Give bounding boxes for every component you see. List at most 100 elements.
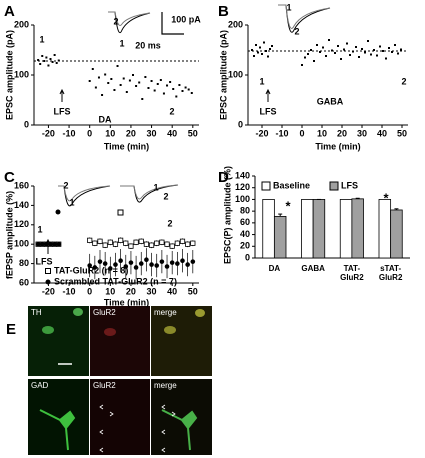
point (133, 265, 139, 270)
x-tick-label: -20 (255, 128, 268, 138)
point (143, 241, 150, 247)
annotation: 2 (169, 106, 174, 116)
point (108, 266, 113, 271)
annotation: 2 (401, 76, 406, 86)
point (94, 86, 97, 89)
point (385, 57, 387, 60)
point (313, 60, 315, 62)
image-label: TH (31, 308, 42, 317)
point (55, 62, 58, 64)
cell (195, 309, 205, 317)
x-axis-label: Time (min) (315, 141, 360, 151)
x-tick-label: 10 (105, 286, 115, 296)
bar (273, 216, 287, 259)
point (53, 54, 56, 56)
annotation: * (383, 190, 389, 205)
annotation: 100 pA (171, 14, 201, 24)
annotation: LFS (36, 256, 53, 266)
point (166, 84, 169, 87)
bar (339, 199, 353, 259)
point (133, 239, 139, 245)
image-label: GluR2 (93, 308, 116, 317)
trace-marker (55, 209, 61, 215)
y-tick-label: 0 (238, 119, 243, 129)
point (337, 45, 339, 47)
x-tick-label: 20 (126, 286, 136, 296)
point (135, 85, 138, 87)
point (128, 243, 134, 249)
point (181, 90, 184, 92)
point (259, 46, 261, 49)
point (174, 240, 180, 246)
point (47, 64, 50, 67)
point (253, 55, 255, 57)
point (364, 51, 366, 54)
annotation: * (285, 198, 291, 213)
annotation: 2 (163, 191, 168, 201)
point (39, 63, 42, 65)
point (184, 86, 187, 89)
panel-label: B (218, 3, 229, 20)
panel-label: C (4, 169, 15, 186)
point (123, 264, 129, 269)
legend-label: Baseline (273, 180, 310, 190)
point (343, 48, 345, 51)
point (185, 262, 190, 267)
cell (164, 326, 176, 334)
point (251, 49, 253, 51)
annotation: 1 (286, 2, 291, 12)
legend-marker (45, 279, 51, 285)
point (123, 240, 129, 246)
y-tick-label: 0 (24, 119, 29, 129)
point (138, 238, 144, 244)
point (97, 238, 103, 244)
point (271, 45, 273, 47)
image-glur2 (90, 379, 150, 455)
point (154, 263, 160, 268)
x-tick-label: 0 (299, 128, 304, 138)
point (43, 60, 46, 62)
x-tick-label: 50 (188, 128, 198, 138)
point (107, 82, 110, 84)
legend-label: TAT-GluR2 (n = 8) (54, 265, 128, 275)
micrographs (28, 306, 212, 455)
point (104, 73, 107, 76)
x-tick-label: 30 (147, 286, 157, 296)
x-axis-label: Time (min) (104, 141, 149, 151)
cell (39, 409, 76, 451)
bar (378, 199, 392, 259)
x-tick-label: 40 (167, 128, 177, 138)
point (118, 237, 124, 243)
point (150, 80, 153, 82)
point (97, 76, 100, 79)
annotation: 1 (153, 182, 158, 192)
point (180, 258, 185, 263)
annotation: 2 (294, 26, 299, 36)
x-tick-label: 30 (147, 128, 157, 138)
y-tick-label: 200 (228, 19, 243, 29)
point (138, 261, 144, 266)
point (355, 46, 357, 48)
point (382, 50, 384, 52)
point (88, 80, 91, 82)
annotation: LFS (260, 106, 277, 116)
point (307, 53, 309, 55)
point (190, 240, 196, 246)
annotation: DA (99, 114, 112, 124)
x-tick-label: GABA (301, 264, 325, 273)
annotation: 1 (259, 76, 264, 86)
point (334, 52, 336, 54)
point (164, 264, 170, 269)
point (141, 98, 144, 100)
point (379, 45, 381, 48)
y-tick-label: 80 (240, 206, 250, 216)
point (261, 53, 263, 55)
annotation: 2 (167, 218, 172, 228)
y-axis-label: EPSC(P) amplitude (%) (222, 166, 232, 264)
point (185, 241, 191, 247)
y-axis-label: EPSC amplitude (pA) (218, 30, 228, 120)
point (153, 89, 156, 92)
point (190, 259, 196, 264)
x-tick-label: 0 (87, 286, 92, 296)
